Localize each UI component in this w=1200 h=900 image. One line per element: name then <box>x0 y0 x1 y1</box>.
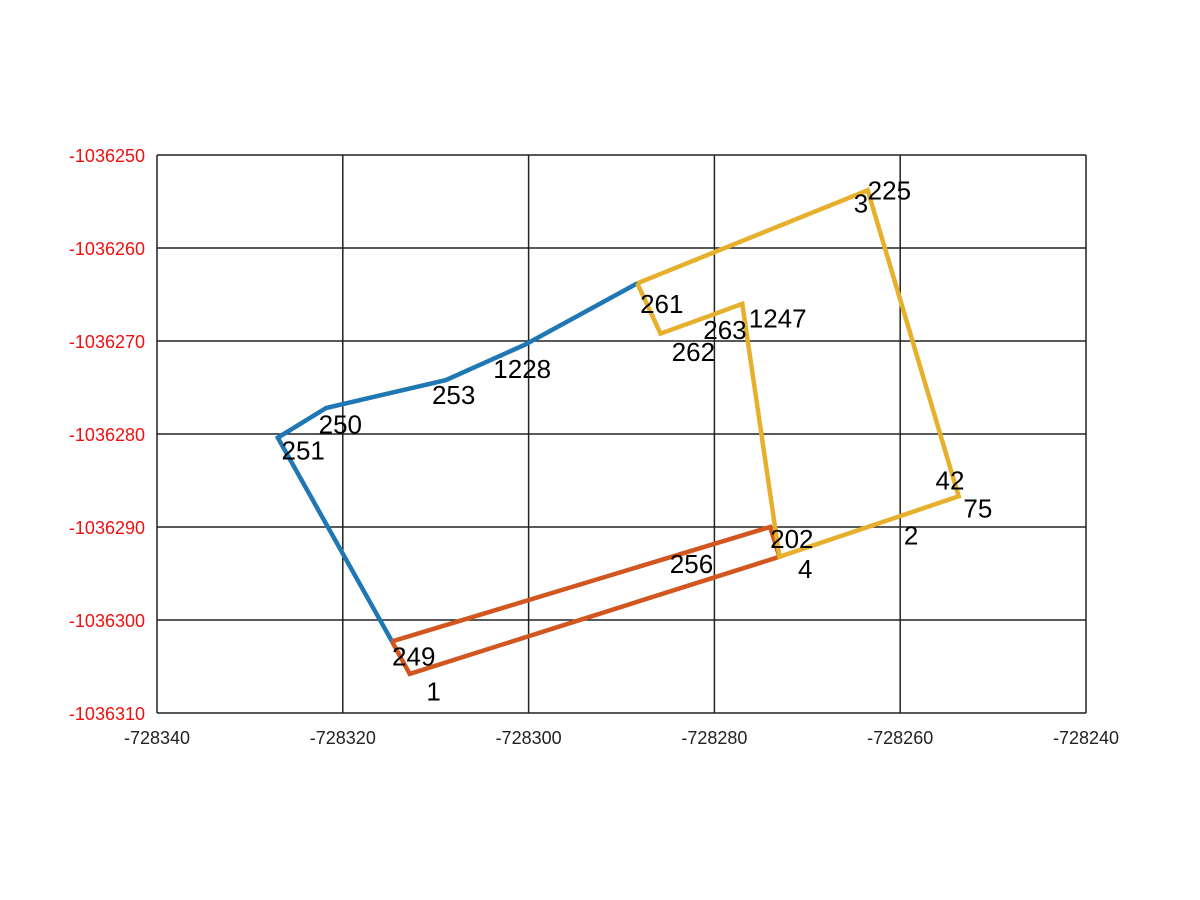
y-tick-label: -1036250 <box>69 146 145 166</box>
point-label: 262 <box>672 337 715 367</box>
series-line-3 <box>635 187 962 560</box>
point-label: 202 <box>770 524 813 554</box>
series-line-1 <box>274 281 639 643</box>
y-tick-label: -1036310 <box>69 704 145 724</box>
point-label: 263 <box>703 315 746 345</box>
y-tick-label: -1036290 <box>69 518 145 538</box>
y-tick-label: -1036300 <box>69 611 145 631</box>
x-tick-label: -728260 <box>867 728 933 748</box>
x-axis-ticks: -728340 -728320 -728300 -728280 -728260 -7282… <box>124 728 1119 748</box>
point-label: 2 <box>904 520 918 550</box>
point-label: 251 <box>281 436 324 466</box>
point-label: 4 <box>798 554 812 584</box>
point-label: 256 <box>670 549 713 579</box>
point-label: 3 <box>854 188 868 218</box>
point-label: 225 <box>868 175 911 205</box>
x-tick-label: -728320 <box>310 728 376 748</box>
polylines <box>274 187 962 677</box>
point-label: 253 <box>432 380 475 410</box>
y-tick-label: -1036270 <box>69 332 145 352</box>
point-label: 249 <box>392 641 435 671</box>
point-label: 75 <box>963 493 992 523</box>
y-axis-ticks: -1036250 -1036260 -1036270 -1036280 -1036290… <box>69 146 145 724</box>
point-label: 42 <box>936 466 965 496</box>
point-label: 1247 <box>749 304 807 334</box>
x-tick-label: -728240 <box>1053 728 1119 748</box>
y-tick-label: -1036280 <box>69 425 145 445</box>
series-line-2 <box>390 524 783 677</box>
point-label: 1228 <box>493 354 551 384</box>
x-tick-label: -728300 <box>496 728 562 748</box>
x-tick-label: -728340 <box>124 728 190 748</box>
x-tick-label: -728280 <box>681 728 747 748</box>
point-label: 1 <box>426 677 440 707</box>
point-label: 250 <box>319 410 362 440</box>
point-label: 261 <box>640 289 683 319</box>
y-tick-label: -1036260 <box>69 239 145 259</box>
grid <box>156 154 1087 714</box>
